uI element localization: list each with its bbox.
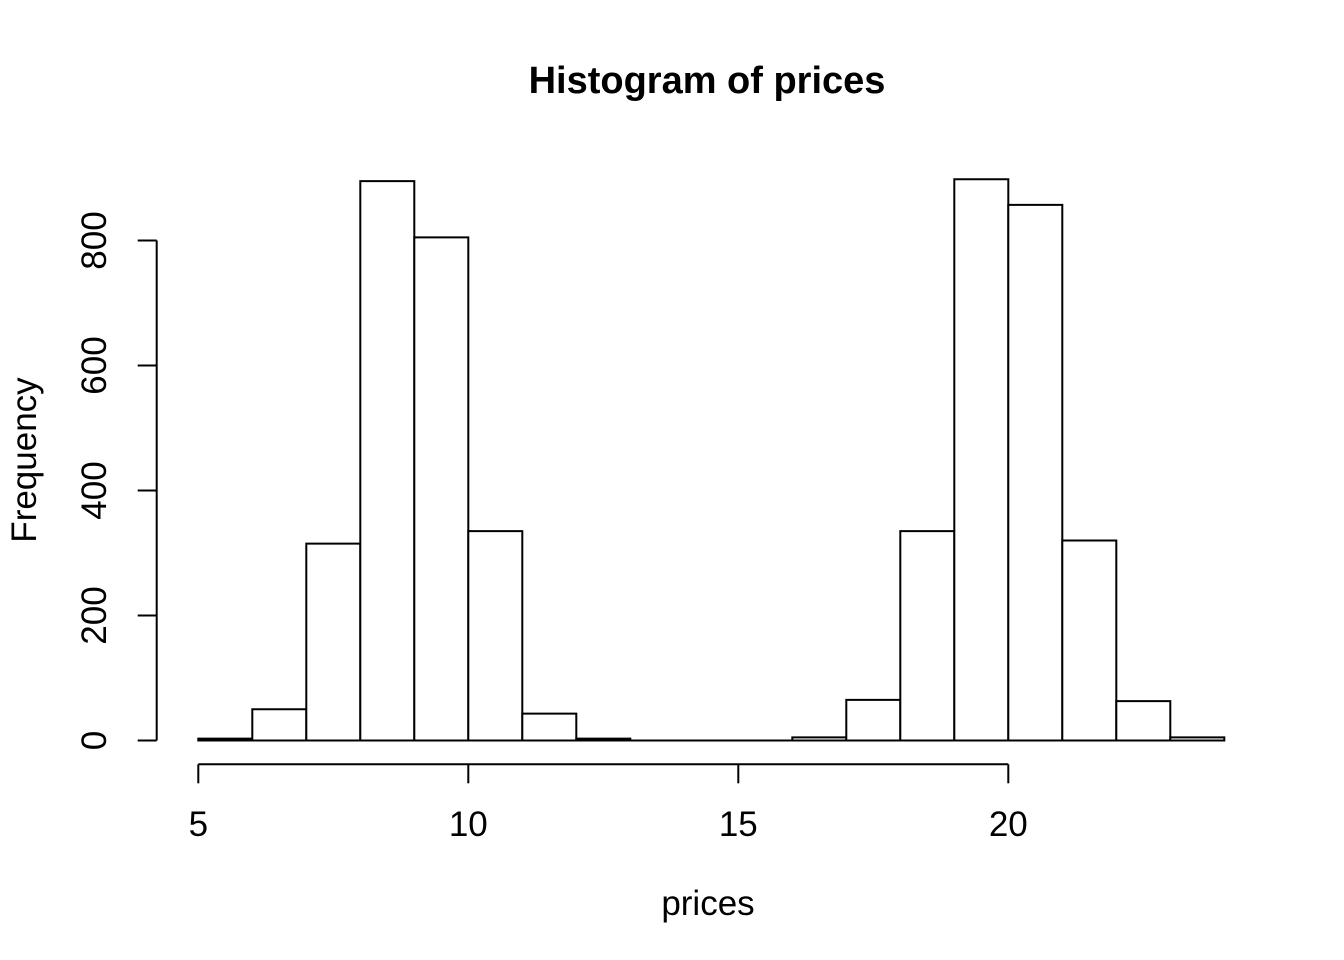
x-axis-tick-label: 10	[449, 805, 488, 844]
histogram-bar	[1115, 700, 1172, 742]
histogram-bar	[899, 530, 956, 742]
histogram-bar	[359, 180, 416, 742]
histogram-bar	[521, 712, 578, 742]
y-axis-tick-label: 0	[75, 731, 114, 750]
y-axis-label: Frequency	[5, 377, 44, 543]
y-axis-tick-label: 400	[75, 461, 114, 519]
chart-title: Histogram of prices	[529, 60, 886, 102]
x-axis-tick-label: 15	[719, 805, 758, 844]
histogram-bar	[251, 708, 308, 742]
x-axis-tick-label: 5	[189, 805, 208, 844]
histogram-bar	[413, 236, 470, 742]
y-axis-tick-label: 200	[75, 586, 114, 644]
histogram-bar	[305, 542, 362, 742]
y-axis-tick-label: 800	[75, 211, 114, 269]
histogram-bar	[953, 178, 1010, 742]
histogram-bar	[1007, 203, 1064, 742]
x-axis-label: prices	[661, 884, 754, 923]
x-axis-tick-label: 20	[989, 805, 1028, 844]
histogram-bar	[1061, 539, 1118, 742]
histogram-bar	[845, 698, 902, 742]
y-axis-tick-label: 600	[75, 336, 114, 394]
histogram-bar	[467, 530, 524, 742]
